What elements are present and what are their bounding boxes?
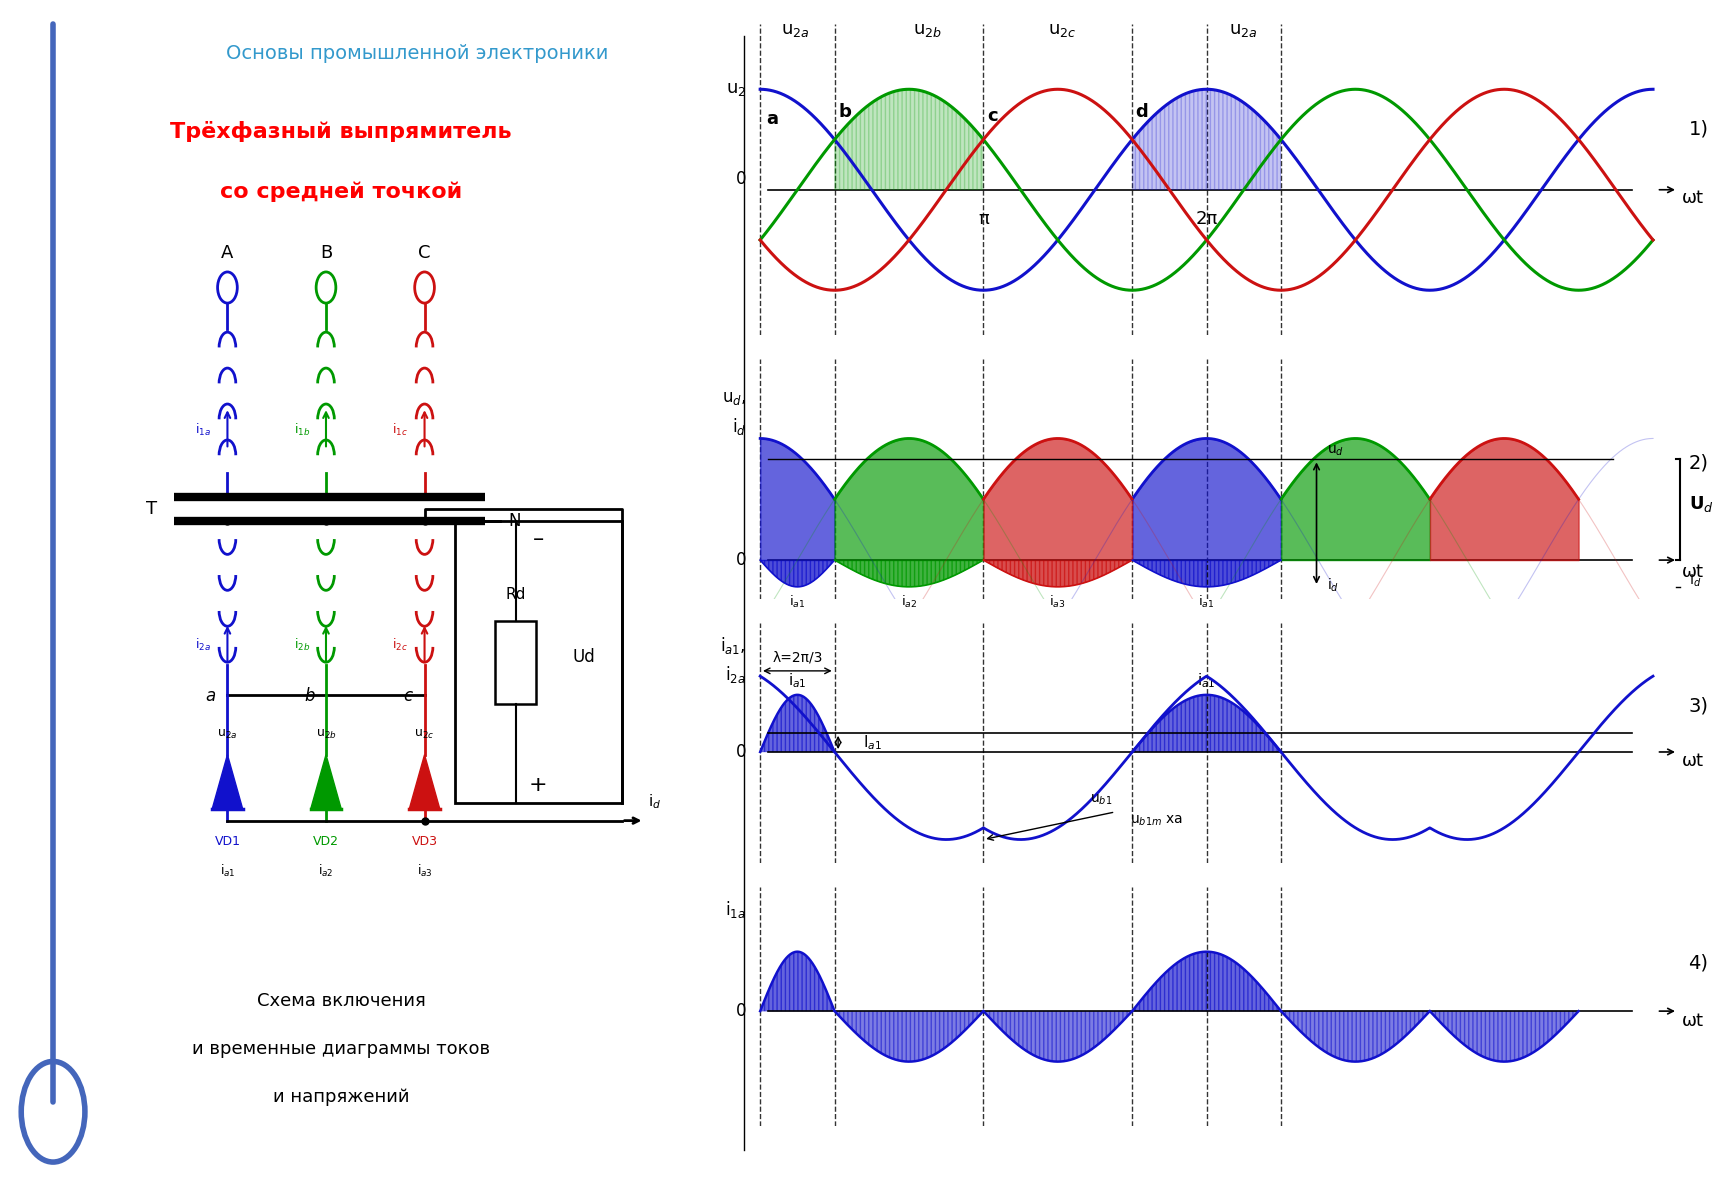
Text: i$_{a1}$,: i$_{a1}$, [720,635,746,655]
Text: i$_{2a}$: i$_{2a}$ [195,637,212,653]
Text: Ud: Ud [572,648,594,666]
Text: 4): 4) [1689,954,1709,973]
Text: ωt: ωt [1682,752,1704,770]
Text: i$_{a2}$: i$_{a2}$ [901,594,917,610]
Text: Трёхфазный выпрямитель: Трёхфазный выпрямитель [171,121,512,143]
Text: I$_d$: I$_d$ [1689,573,1701,588]
Text: i$_{a1}$: i$_{a1}$ [787,672,806,690]
Text: u$_{2a}$: u$_{2a}$ [1228,22,1258,40]
Text: i$_d$: i$_d$ [732,417,746,437]
Bar [455,521,622,803]
Text: 0: 0 [736,743,746,761]
Text: c: c [403,686,412,704]
Text: λ=2π/3: λ=2π/3 [772,651,822,665]
Text: 0: 0 [736,170,746,188]
Text: со средней точкой: со средней точкой [221,181,462,202]
Text: VD2: VD2 [314,835,339,848]
Text: u$_2$: u$_2$ [725,80,746,98]
Text: u$_{2b}$: u$_{2b}$ [315,727,336,740]
Text: i$_{a1}$: i$_{a1}$ [219,863,236,878]
Text: i$_{1a}$: i$_{1a}$ [725,900,746,920]
Text: i$_{1b}$: i$_{1b}$ [293,422,310,437]
Text: N: N [508,512,520,531]
Text: +: + [529,775,548,794]
Polygon shape [410,755,439,809]
Polygon shape [310,755,341,809]
Text: u$_{2a}$: u$_{2a}$ [217,727,238,740]
Text: b: b [837,103,851,121]
Text: ωt: ωt [1682,189,1704,207]
Text: u$_{b1m}$ xa: u$_{b1m}$ xa [1130,813,1182,828]
Text: u$_{2c}$: u$_{2c}$ [1048,22,1077,40]
Text: i$_{1a}$: i$_{1a}$ [195,422,212,437]
Text: I$_{a1}$: I$_{a1}$ [863,733,882,752]
Text: i$_{a1}$: i$_{a1}$ [1197,594,1215,610]
Text: i$_{2b}$: i$_{2b}$ [293,637,310,653]
Text: a: a [205,686,215,704]
Bar [495,621,536,704]
Text: i$_{a1}$: i$_{a1}$ [1197,672,1216,690]
Text: i$_{2a}$: i$_{2a}$ [725,664,746,685]
Text: и временные диаграммы токов: и временные диаграммы токов [191,1040,491,1058]
Text: 2): 2) [1689,453,1709,472]
Text: T: T [146,500,157,519]
Text: B: B [320,243,333,261]
Text: π: π [979,210,989,228]
Text: d: d [1135,103,1149,121]
Text: U$_d$: U$_d$ [1689,494,1713,514]
Text: и напряжений: и напряжений [272,1088,410,1106]
Text: i$_{a2}$: i$_{a2}$ [319,863,334,878]
Text: b: b [303,686,315,704]
Text: Основы промышленной электроники: Основы промышленной электроники [226,44,608,63]
Text: u$_{2b}$: u$_{2b}$ [913,22,942,40]
Text: u$_d$,: u$_d$, [722,389,746,407]
Text: A: A [221,243,234,261]
Text: u$_{2a}$: u$_{2a}$ [782,22,810,40]
Text: c: c [987,108,998,126]
Text: u$_{2c}$: u$_{2c}$ [415,727,434,740]
Text: VD1: VD1 [214,835,241,848]
Text: i$_d$: i$_d$ [1327,576,1339,594]
Text: 2π: 2π [1196,210,1218,228]
Text: 0: 0 [736,551,746,569]
Text: i$_{1c}$: i$_{1c}$ [393,422,408,437]
Text: 1): 1) [1689,120,1709,139]
Text: i$_{a3}$: i$_{a3}$ [1049,594,1067,610]
Text: i$_d$: i$_d$ [648,792,662,811]
Text: i$_{a3}$: i$_{a3}$ [417,863,432,878]
Text: –: – [532,530,544,549]
Text: u$_{b1}$: u$_{b1}$ [1091,793,1113,807]
Text: 3): 3) [1689,696,1709,715]
Polygon shape [212,755,243,809]
Text: 0: 0 [736,1002,746,1021]
Text: i$_{a1}$: i$_{a1}$ [789,594,806,610]
Text: C: C [419,243,431,261]
Text: Rd: Rd [505,587,526,603]
Text: ωt: ωt [1682,1011,1704,1030]
Text: VD3: VD3 [412,835,438,848]
Text: u$_d$: u$_d$ [1327,443,1344,458]
Text: a: a [765,110,777,128]
Text: Схема включения: Схема включения [257,992,426,1010]
Text: ωt: ωt [1682,563,1704,581]
Text: i$_{2c}$: i$_{2c}$ [393,637,408,653]
